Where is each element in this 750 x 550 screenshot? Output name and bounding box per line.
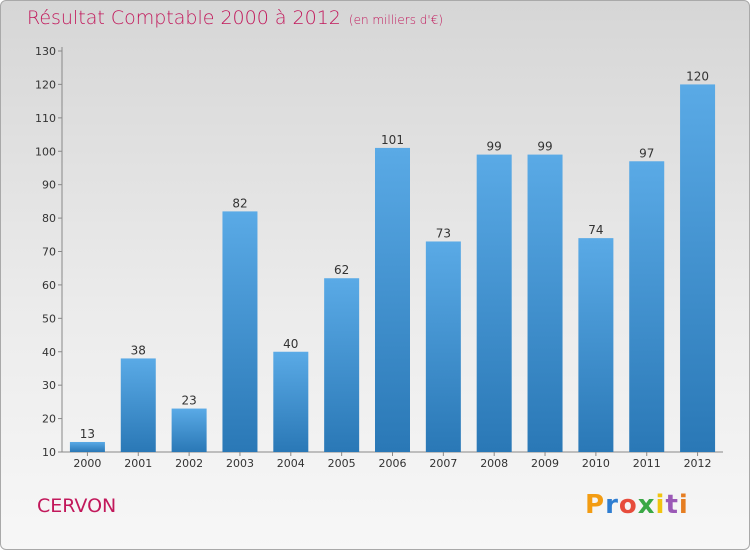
- logo-letter: x: [637, 490, 656, 520]
- logo-letter: t: [665, 490, 679, 520]
- y-tick-label: 40: [42, 346, 56, 359]
- x-tick-label: 2001: [124, 457, 152, 470]
- proxiti-logo: Proxiti: [585, 490, 689, 520]
- x-tick-label: 2000: [73, 457, 101, 470]
- bar-value-label: 38: [131, 343, 146, 357]
- bar-2011: [629, 161, 665, 452]
- y-tick-label: 50: [42, 312, 56, 325]
- x-tick-label: 2008: [480, 457, 508, 470]
- bar-value-label: 23: [181, 394, 196, 408]
- x-tick-label: 2002: [175, 457, 203, 470]
- bar-2008: [476, 154, 512, 452]
- location-name: CERVON: [37, 495, 117, 517]
- y-tick-label: 30: [42, 379, 56, 392]
- logo-letter: P: [585, 490, 606, 520]
- bar-value-label: 101: [381, 133, 404, 147]
- bar-2003: [222, 211, 258, 452]
- y-tick-label: 130: [35, 45, 56, 58]
- bar-2006: [375, 147, 410, 453]
- y-tick-label: 100: [35, 145, 56, 158]
- bar-value-label: 13: [80, 427, 95, 441]
- x-tick-label: 2011: [633, 457, 661, 470]
- logo-letter: o: [618, 490, 638, 520]
- y-tick-label: 80: [42, 212, 56, 225]
- x-tick-label: 2006: [379, 457, 407, 470]
- x-tick-label: 2004: [277, 457, 305, 470]
- logo-letter: i: [655, 490, 666, 520]
- y-tick-label: 120: [35, 78, 56, 91]
- x-tick-label: 2005: [328, 457, 356, 470]
- bar-value-label: 82: [232, 196, 247, 210]
- chart-subtitle: (en milliers d'€): [348, 13, 444, 27]
- logo-letter: i: [678, 490, 689, 520]
- bar-value-label: 74: [588, 223, 603, 237]
- logo-letter: r: [605, 490, 619, 520]
- bar-2001: [120, 358, 156, 452]
- y-tick-label: 10: [42, 446, 56, 459]
- y-tick-label: 110: [35, 112, 56, 125]
- bar-2002: [171, 408, 207, 452]
- bar-value-label: 99: [487, 140, 502, 154]
- bar-value-label: 62: [334, 263, 349, 277]
- x-tick-label: 2010: [582, 457, 610, 470]
- bar-value-label: 120: [686, 69, 709, 83]
- y-tick-label: 20: [42, 413, 56, 426]
- bar-2012: [680, 84, 716, 453]
- y-tick-label: 60: [42, 279, 56, 292]
- bar-2000: [69, 441, 105, 452]
- x-tick-label: 2012: [684, 457, 712, 470]
- bar-value-label: 40: [283, 337, 298, 351]
- bar-value-label: 99: [537, 140, 552, 154]
- bar-value-label: 97: [639, 146, 654, 160]
- chart-title-text: Résultat Comptable 2000 à 2012: [27, 7, 341, 29]
- bar-2007: [425, 241, 461, 452]
- bar-2005: [324, 278, 360, 452]
- x-tick-label: 2007: [429, 457, 457, 470]
- y-tick-label: 70: [42, 246, 56, 259]
- bar-2004: [273, 351, 309, 452]
- x-tick-label: 2003: [226, 457, 254, 470]
- bar-2009: [527, 154, 563, 452]
- bar-value-label: 73: [436, 226, 451, 240]
- bar-2010: [578, 238, 614, 452]
- x-tick-label: 2009: [531, 457, 559, 470]
- chart-title: Résultat Comptable 2000 à 2012 (en millie…: [27, 7, 443, 29]
- y-tick-label: 90: [42, 179, 56, 192]
